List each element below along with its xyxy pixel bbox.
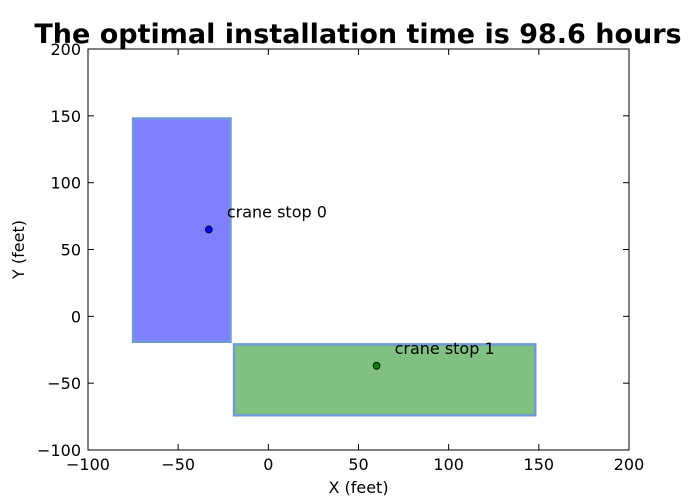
ticks-layer: −100 −50 0 50 100 150 200 −100 −50 0 50 100 150 200 [37, 40, 644, 474]
crane-stop-point-1 [372, 361, 381, 370]
x-tick-label-0: −100 [66, 455, 110, 474]
region-0 [131, 117, 232, 343]
crane-stop-label-1: crane stop 1 [395, 339, 495, 358]
x-tick-label-4: 100 [433, 455, 464, 474]
chart-title: The optimal installation time is 98.6 ho… [34, 19, 681, 50]
x-tick-label-3: 50 [348, 455, 368, 474]
y-axis-label: Y (feet) [9, 220, 28, 280]
crane-stop-label-0: crane stop 0 [227, 202, 327, 221]
x-tick-label-2: 0 [263, 455, 273, 474]
y-tick-label-4: 100 [50, 174, 81, 193]
x-axis-label: X (feet) [328, 478, 388, 497]
y-tick-label-0: −100 [37, 441, 81, 460]
x-tick-label-1: −50 [161, 455, 195, 474]
x-tick-label-6: 200 [614, 455, 645, 474]
crane-stop-point-0 [204, 225, 213, 234]
regions-layer [131, 117, 537, 417]
y-tick-label-3: 50 [61, 241, 81, 260]
points-layer: crane stop 0 crane stop 1 [204, 202, 495, 370]
y-tick-label-2: 0 [71, 307, 81, 326]
x-tick-label-5: 150 [524, 455, 555, 474]
region-1 [232, 343, 537, 417]
y-tick-label-6: 200 [50, 40, 81, 59]
y-tick-label-5: 150 [50, 107, 81, 126]
y-tick-label-1: −50 [47, 374, 81, 393]
